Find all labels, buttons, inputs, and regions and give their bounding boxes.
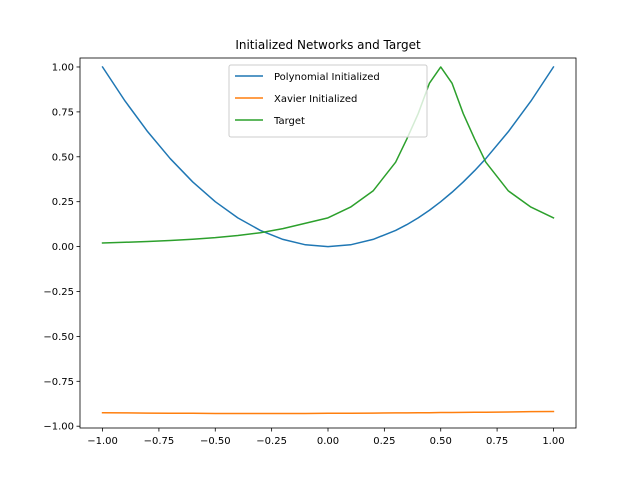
y-tick-label: 1.00 <box>52 62 74 73</box>
legend: Polynomial Initialized Xavier Initialized… <box>228 64 428 138</box>
legend-label-0: Polynomial Initialized <box>274 72 380 83</box>
series-layer <box>101 65 555 415</box>
y-tick-label: −1.00 <box>43 422 74 433</box>
x-tick-label: −1.00 <box>87 436 118 447</box>
y-tick-label: 0.75 <box>52 107 74 118</box>
series-line-0 <box>101 65 555 248</box>
legend-label-1: Xavier Initialized <box>274 94 357 105</box>
y-tick-label: −0.50 <box>43 332 74 343</box>
y-tick-label: 0.25 <box>52 197 74 208</box>
x-tick-label: −0.25 <box>256 436 287 447</box>
chart-title: Initialized Networks and Target <box>235 38 421 52</box>
y-tick-label: −0.25 <box>43 287 74 298</box>
x-tick-label: 0.75 <box>486 436 508 447</box>
series-line-2 <box>101 66 555 244</box>
x-tick-label: 0.50 <box>430 436 452 447</box>
x-tick-label: −0.50 <box>200 436 231 447</box>
axes-layer: −1.00 −0.75 −0.50 −0.25 0.00 0.25 0.50 0.75 1.00… <box>43 57 577 447</box>
x-tick-label: −0.75 <box>144 436 175 447</box>
legend-label-2: Target <box>273 116 305 127</box>
x-tick-label: 0.00 <box>317 436 339 447</box>
x-tick-label: 0.25 <box>373 436 395 447</box>
series-line-1 <box>101 410 555 415</box>
y-tick-label: 0.00 <box>52 242 74 253</box>
y-tick-label: −0.75 <box>43 377 74 388</box>
legend-box <box>228 64 428 138</box>
x-tick-label: 1.00 <box>542 436 564 447</box>
y-tick-label: 0.50 <box>52 152 74 163</box>
